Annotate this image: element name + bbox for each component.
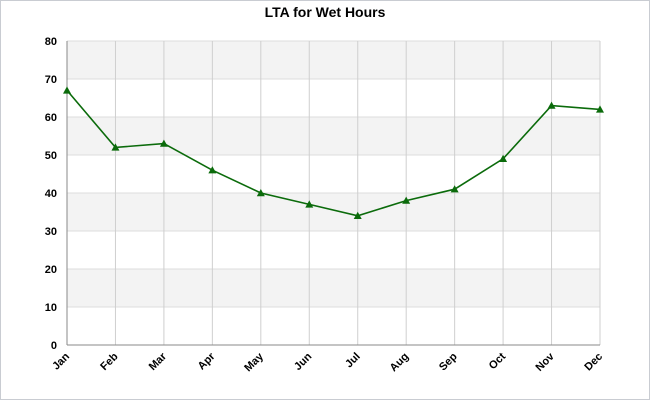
data-point-marker — [256, 189, 265, 197]
data-point-marker — [450, 185, 459, 193]
x-tick-label: Dec — [582, 351, 605, 374]
data-point-marker — [305, 200, 314, 208]
x-tick-label: Mar — [147, 350, 170, 373]
grid-band — [67, 231, 600, 269]
grid-band — [67, 41, 600, 79]
data-point-marker — [111, 143, 120, 151]
y-tick-label: 60 — [45, 112, 57, 124]
data-point-marker — [353, 211, 362, 219]
series-line — [66, 89, 601, 217]
x-tick-label: Jan — [50, 350, 72, 372]
grid-band — [67, 117, 600, 155]
y-tick-label: 40 — [45, 188, 57, 200]
x-tick-label: Sep — [437, 350, 460, 373]
x-tick-label: Aug — [388, 351, 412, 375]
grid-band — [67, 307, 600, 345]
x-tick-label: Nov — [533, 350, 557, 374]
x-tick-label: Apr — [196, 350, 218, 372]
x-tick-label: Jun — [292, 350, 315, 373]
x-tick-label: May — [242, 350, 266, 374]
data-point-marker — [208, 166, 217, 174]
data-point-marker — [547, 101, 556, 109]
chart-title: LTA for Wet Hours — [264, 4, 386, 20]
y-tick-label: 10 — [45, 302, 57, 314]
data-point-marker — [499, 154, 508, 162]
y-tick-label: 70 — [45, 74, 57, 86]
x-tick-label: Feb — [98, 350, 121, 373]
grid-band — [67, 193, 600, 231]
y-tick-label: 0 — [51, 340, 57, 352]
x-tick-label: Jul — [343, 351, 363, 371]
grid-band — [67, 155, 600, 193]
data-point-marker — [63, 86, 71, 94]
data-point-marker — [402, 196, 411, 204]
data-point-marker — [596, 105, 604, 113]
data-point-marker — [159, 139, 168, 147]
grid-band — [67, 79, 600, 117]
y-tick-label: 80 — [45, 36, 57, 48]
y-tick-label: 30 — [45, 226, 57, 238]
grid-band — [67, 269, 600, 307]
x-tick-label: Oct — [487, 350, 509, 372]
y-tick-label: 20 — [45, 264, 57, 276]
y-tick-label: 50 — [45, 150, 57, 162]
